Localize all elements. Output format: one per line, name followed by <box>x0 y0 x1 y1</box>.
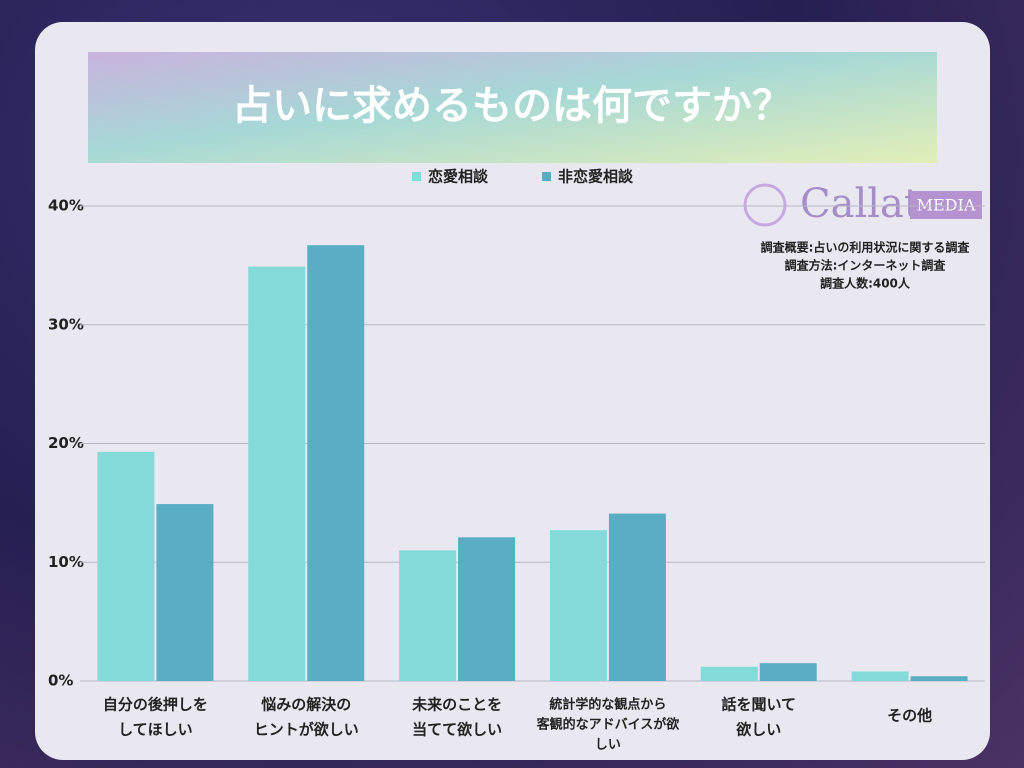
bar <box>399 550 457 681</box>
y-tick-label: 0% <box>48 672 73 690</box>
legend-label: 非恋愛相談 <box>558 168 634 186</box>
bar <box>700 666 758 681</box>
logo-tag: MEDIA <box>917 196 976 215</box>
legend-swatch <box>412 172 421 181</box>
note: 調査人数:400人 <box>820 276 911 291</box>
bar <box>851 671 909 681</box>
x-tick-label: 欲しい <box>735 721 781 739</box>
bar <box>156 504 214 681</box>
bar <box>248 266 306 681</box>
note: 調査概要:占いの利用状況に関する調査 <box>761 240 971 255</box>
bar <box>97 451 155 681</box>
x-tick-label: 客観的なアドバイスが欲 <box>537 717 680 733</box>
note: 調査方法:インターネット調査 <box>785 258 947 273</box>
bar <box>458 537 516 681</box>
legend-label: 恋愛相談 <box>428 168 489 186</box>
x-tick-label: その他 <box>887 707 932 725</box>
y-tick-label: 10% <box>48 553 84 571</box>
y-tick-label: 30% <box>48 315 84 333</box>
bar <box>307 245 365 681</box>
y-tick-label: 40% <box>48 197 84 215</box>
bar <box>608 513 666 681</box>
logo-name: Callat <box>800 181 920 227</box>
x-tick-label: 当てて欲しい <box>412 721 502 739</box>
x-tick-label: してほしい <box>118 721 193 739</box>
bar <box>759 663 817 681</box>
legend-swatch <box>542 172 552 181</box>
x-tick-label: しい <box>595 738 621 753</box>
bar <box>549 530 607 681</box>
x-tick-label: ヒントが欲しい <box>254 721 359 739</box>
chart-title: 占いに求めるものは何ですか？ <box>232 83 792 129</box>
logo-mark <box>743 183 787 227</box>
title-banner <box>88 52 937 163</box>
x-tick-label: 統計学的な観点から <box>549 697 666 713</box>
logo-tag-bg <box>910 191 982 219</box>
x-tick-label: 悩みの解決の <box>260 696 351 714</box>
x-tick-label: 未来のことを <box>411 696 502 714</box>
y-tick-label: 20% <box>48 434 84 452</box>
x-tick-label: 話を聞いて <box>721 696 796 714</box>
x-tick-label: 自分の後押しを <box>103 696 208 714</box>
bar <box>910 676 968 681</box>
